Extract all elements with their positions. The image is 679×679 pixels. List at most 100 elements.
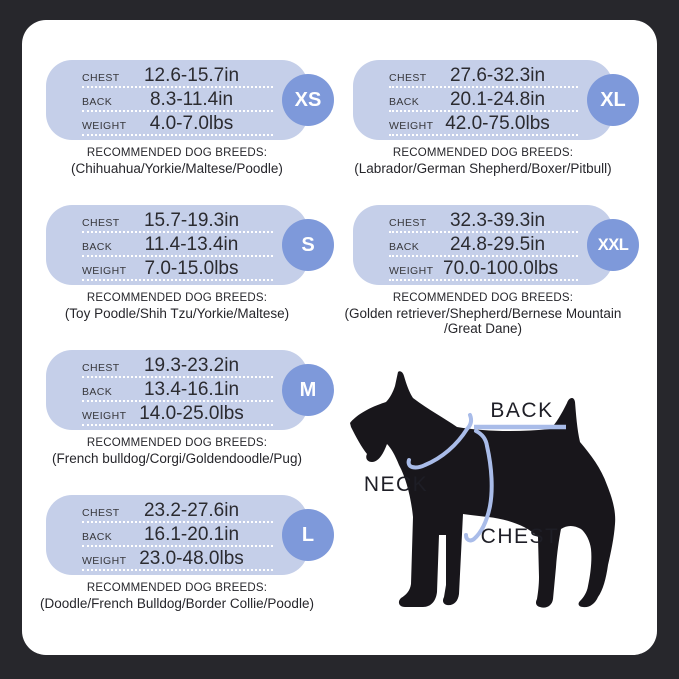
size-group-s: CHEST 15.7-19.3in BACK 11.4-13.4in WEIGH… [46,205,334,321]
chest-row: CHEST 19.3-23.2in [82,354,273,378]
back-value: 24.8-29.5in [449,234,546,255]
size-card-xl: CHEST 27.6-32.3in BACK 20.1-24.8in WEIGH… [353,60,639,140]
back-row: BACK 13.4-16.1in [82,378,273,402]
weight-row: WEIGHT 4.0-7.0lbs [82,112,273,136]
weight-value: 70.0-100.0lbs [443,258,559,279]
measurement-rows: CHEST 15.7-19.3in BACK 11.4-13.4in WEIGH… [82,205,273,281]
recommended-heading: RECOMMENDED DOG BREEDS: [392,147,574,159]
breeds-line: (Labrador/German Shepherd/Boxer/Pitbull) [354,161,612,176]
weight-value: 14.0-25.0lbs [139,403,244,424]
size-card-s: CHEST 15.7-19.3in BACK 11.4-13.4in WEIGH… [46,205,334,285]
back-label: BACK [82,531,113,543]
back-row: BACK 11.4-13.4in [82,233,273,257]
size-card-xxl: CHEST 32.3-39.3in BACK 24.8-29.5in WEIGH… [353,205,639,285]
back-label: BACK [389,241,420,253]
weight-label: WEIGHT [82,410,127,422]
harness-chest-strap [464,429,494,543]
size-group-l: CHEST 23.2-27.6in BACK 16.1-20.1in WEIGH… [40,495,334,611]
weight-row: WEIGHT 14.0-25.0lbs [82,402,273,426]
weight-row: WEIGHT 7.0-15.0lbs [82,257,273,281]
recommended-heading: RECOMMENDED DOG BREEDS: [86,582,268,594]
breeds-line: (French bulldog/Corgi/Goldendoodle/Pug) [52,451,302,466]
measurement-rows: CHEST 23.2-27.6in BACK 16.1-20.1in WEIGH… [82,495,273,571]
chest-row: CHEST 12.6-15.7in [82,64,273,88]
recommended-heading: RECOMMENDED DOG BREEDS: [392,292,574,304]
dog-silhouette [350,371,616,608]
weight-value: 7.0-15.0lbs [144,258,239,279]
chest-label: CHEST [389,72,427,84]
size-group-m: CHEST 19.3-23.2in BACK 13.4-16.1in WEIGH… [46,350,334,466]
diagram-back-label: BACK [490,399,554,422]
breeds-line: (Toy Poodle/Shih Tzu/Yorkie/Maltese) [64,306,290,321]
chest-label: CHEST [82,72,120,84]
weight-label: WEIGHT [82,120,127,132]
back-row: BACK 8.3-11.4in [82,88,273,112]
harness-neck-strap [406,413,473,470]
size-badge-l: L [282,509,334,561]
chest-label: CHEST [82,217,120,229]
back-row: BACK 20.1-24.8in [389,88,578,112]
breeds-line: (Doodle/French Bulldog/Border Collie/Poo… [40,596,314,611]
size-badge-xl: XL [587,74,639,126]
breeds-list: (French bulldog/Corgi/Goldendoodle/Pug) [21,451,333,466]
measurement-rows: CHEST 27.6-32.3in BACK 20.1-24.8in WEIGH… [389,60,578,136]
measurement-rows: CHEST 19.3-23.2in BACK 13.4-16.1in WEIGH… [82,350,273,426]
weight-value: 4.0-7.0lbs [149,113,234,134]
diagram-neck-label: NECK [363,473,429,496]
recommended-heading: RECOMMENDED DOG BREEDS: [86,292,268,304]
weight-label: WEIGHT [389,265,434,277]
breeds-list: (Doodle/French Bulldog/Border Collie/Poo… [21,596,333,611]
breeds-line: /Great Dane) [443,321,523,336]
diagram-chest-label: CHEST [480,525,560,548]
size-group-xl: CHEST 27.6-32.3in BACK 20.1-24.8in WEIGH… [353,60,639,176]
weight-label: WEIGHT [82,265,127,277]
back-value: 8.3-11.4in [149,89,234,110]
dog-silhouette-graphic [350,371,616,608]
chest-row: CHEST 32.3-39.3in [389,209,578,233]
weight-label: WEIGHT [82,555,127,567]
weight-row: WEIGHT 70.0-100.0lbs [389,257,578,281]
size-badge-s: S [282,219,334,271]
size-group-xs: CHEST 12.6-15.7in BACK 8.3-11.4in WEIGHT… [46,60,334,176]
weight-value: 42.0-75.0lbs [445,113,550,134]
weight-label: WEIGHT [389,120,434,132]
chest-row: CHEST 15.7-19.3in [82,209,273,233]
chest-label: CHEST [82,507,120,519]
chest-value: 12.6-15.7in [143,65,240,86]
measurement-rows: CHEST 12.6-15.7in BACK 8.3-11.4in WEIGHT… [82,60,273,136]
back-row: BACK 16.1-20.1in [82,523,273,547]
breeds-list: (Labrador/German Shepherd/Boxer/Pitbull) [328,161,638,176]
size-badge-xs: XS [282,74,334,126]
back-label: BACK [82,96,113,108]
breeds-line: (Golden retriever/Shepherd/Bernese Mount… [344,306,622,321]
size-card-l: CHEST 23.2-27.6in BACK 16.1-20.1in WEIGH… [46,495,334,575]
chest-value: 15.7-19.3in [143,210,240,231]
measurement-rows: CHEST 32.3-39.3in BACK 24.8-29.5in WEIGH… [389,205,578,281]
back-value: 11.4-13.4in [144,234,239,255]
size-group-xxl: CHEST 32.3-39.3in BACK 24.8-29.5in WEIGH… [345,205,639,336]
back-value: 16.1-20.1in [143,524,240,545]
chest-value: 32.3-39.3in [449,210,546,231]
breeds-list: (Toy Poodle/Shih Tzu/Yorkie/Maltese) [21,306,333,321]
chest-label: CHEST [389,217,427,229]
weight-row: WEIGHT 23.0-48.0lbs [82,547,273,571]
back-label: BACK [82,386,113,398]
chest-label: CHEST [82,362,120,374]
chest-value: 23.2-27.6in [143,500,240,521]
size-badge-m: M [282,364,334,416]
recommended-heading: RECOMMENDED DOG BREEDS: [86,147,268,159]
back-value: 20.1-24.8in [449,89,546,110]
chest-row: CHEST 27.6-32.3in [389,64,578,88]
back-row: BACK 24.8-29.5in [389,233,578,257]
chest-value: 27.6-32.3in [449,65,546,86]
size-card-m: CHEST 19.3-23.2in BACK 13.4-16.1in WEIGH… [46,350,334,430]
recommended-heading: RECOMMENDED DOG BREEDS: [86,437,268,449]
breeds-line: (Chihuahua/Yorkie/Maltese/Poodle) [71,161,283,176]
back-label: BACK [82,241,113,253]
dog-measurement-diagram: BACK NECK CHEST [340,365,670,665]
back-label: BACK [389,96,420,108]
size-card-xs: CHEST 12.6-15.7in BACK 8.3-11.4in WEIGHT… [46,60,334,140]
back-value: 13.4-16.1in [143,379,240,400]
weight-value: 23.0-48.0lbs [139,548,244,569]
